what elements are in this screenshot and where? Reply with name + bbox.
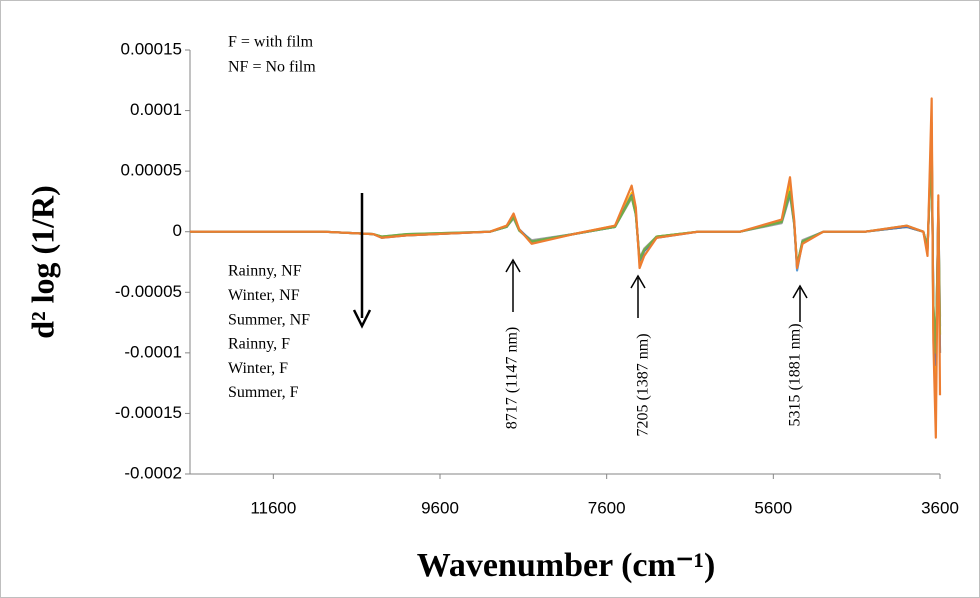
- plot-layer: [190, 97, 942, 439]
- y-tick-label: 0.00015: [121, 39, 182, 58]
- arrows: [352, 193, 808, 329]
- annotation: NF = No film: [228, 59, 316, 76]
- legend-entry: Summer, F: [228, 384, 299, 401]
- y-tick-label: -0.0001: [124, 342, 182, 361]
- series-line: [190, 97, 942, 439]
- annotation: F = with film: [228, 34, 314, 51]
- y-tick-label: -0.00015: [115, 403, 182, 422]
- arrow-head: [630, 274, 646, 289]
- y-tick-label: -0.00005: [115, 282, 182, 301]
- legend-entry: Winter, F: [228, 360, 288, 377]
- x-tick-label: 7600: [588, 498, 626, 517]
- legend-entry: Rainny, F: [228, 336, 290, 353]
- x-tick-label: 3600: [921, 498, 959, 517]
- arrow-head: [505, 258, 521, 273]
- y-tick-label: 0.0001: [130, 100, 182, 119]
- grid-layer: 0.00015 0.0001 0.00005 0 -0.00005 -0.0001 -0.0…: [115, 39, 959, 517]
- annotation: 7205 (1387 nm): [635, 333, 652, 436]
- legend: Rainny, NF Winter, NF Summer, NF Rainny, F W…: [228, 263, 310, 402]
- annotation: 5315 (1881 nm): [787, 323, 804, 426]
- arrow-head: [792, 284, 808, 299]
- legend-entry: Rainny, NF: [228, 263, 302, 280]
- y-tick-label: 0.00005: [121, 161, 182, 180]
- y-tick-label: -0.0002: [124, 463, 182, 482]
- y-axis-title: d² log (1/R): [24, 185, 60, 339]
- y-tick-label: 0: [173, 221, 182, 240]
- legend-entry: Winter, NF: [228, 287, 300, 304]
- x-tick-label: 9600: [421, 498, 459, 517]
- annotation: 8717 (1147 nm): [504, 327, 521, 430]
- arrow-head: [352, 309, 372, 329]
- x-tick-label: 11600: [250, 498, 296, 517]
- x-tick-label: 5600: [754, 498, 792, 517]
- legend-entry: Summer, NF: [228, 311, 310, 328]
- x-axis-title: Wavenumber (cm⁻¹): [417, 547, 716, 584]
